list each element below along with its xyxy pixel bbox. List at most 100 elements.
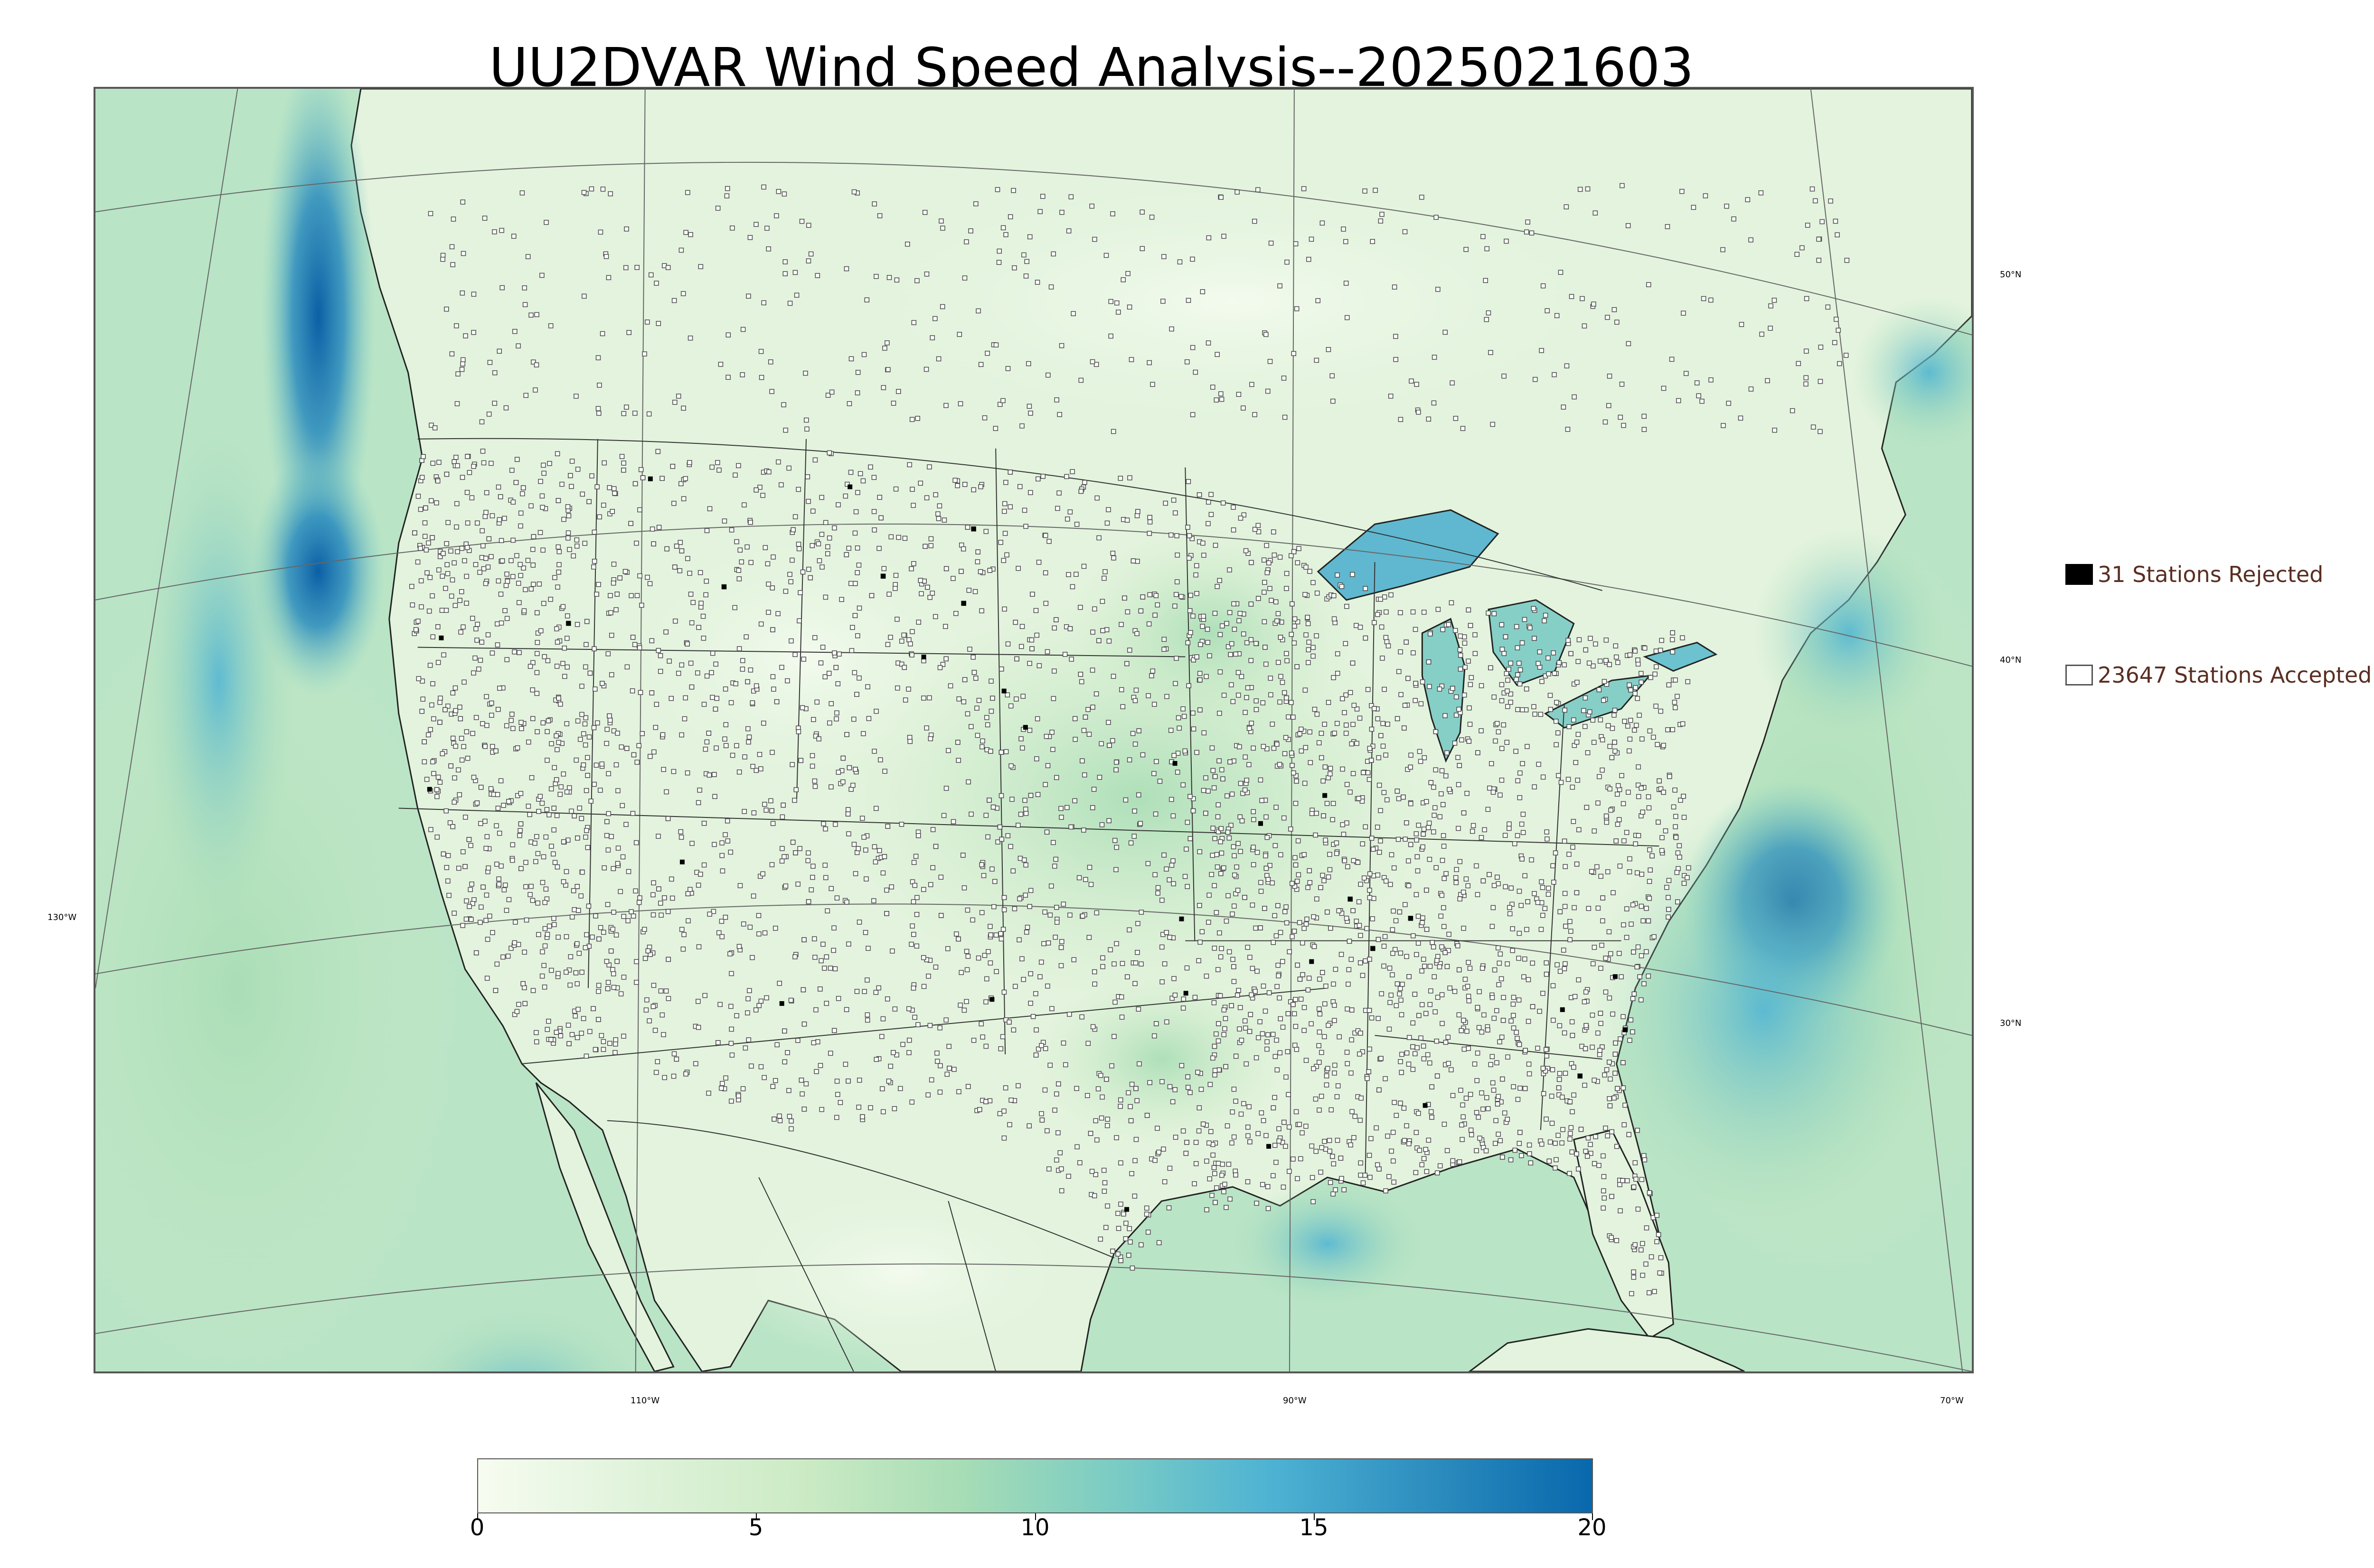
station-marker-accepted (1019, 423, 1025, 429)
station-marker-accepted (1206, 235, 1212, 241)
station-marker-accepted (1537, 649, 1543, 655)
station-marker-accepted (1182, 873, 1188, 879)
station-marker-accepted (680, 946, 686, 952)
station-marker-accepted (1351, 703, 1357, 708)
station-marker-accepted (1341, 1187, 1347, 1192)
station-marker-accepted (1209, 872, 1214, 877)
station-marker-accepted (484, 892, 490, 898)
station-marker-accepted (881, 385, 886, 390)
station-marker-accepted (1460, 1114, 1466, 1119)
station-marker-accepted (1446, 931, 1451, 937)
station-marker-accepted (871, 509, 877, 514)
station-marker-accepted (909, 941, 914, 947)
station-marker-accepted (1461, 1046, 1467, 1052)
station-marker-accepted (1080, 913, 1085, 919)
station-marker-accepted (986, 949, 991, 954)
station-marker-accepted (1345, 1006, 1350, 1012)
station-marker-accepted (723, 722, 729, 727)
station-marker-accepted (1091, 787, 1097, 792)
station-marker-accepted (685, 891, 691, 896)
station-marker-accepted (1152, 612, 1158, 618)
station-marker-accepted (1453, 880, 1459, 885)
station-marker-accepted (1047, 1062, 1053, 1068)
station-marker-accepted (991, 904, 997, 910)
station-marker-accepted (1430, 940, 1435, 945)
station-marker-accepted (1423, 1011, 1429, 1016)
station-marker-accepted (718, 362, 724, 367)
station-marker-accepted (1014, 656, 1019, 662)
station-marker-accepted (1521, 974, 1526, 979)
station-marker-accepted (716, 930, 722, 936)
station-marker-accepted (1441, 1121, 1447, 1127)
station-marker-accepted (629, 593, 634, 599)
station-marker-accepted (1376, 1166, 1382, 1172)
station-marker-accepted (1248, 658, 1254, 663)
station-marker-accepted (583, 835, 588, 840)
station-marker-accepted (1490, 905, 1496, 911)
station-marker-accepted (1544, 1117, 1549, 1122)
station-marker-accepted (928, 882, 933, 887)
station-marker-accepted (596, 936, 602, 942)
station-marker-accepted (648, 272, 654, 278)
station-marker-accepted (592, 559, 597, 564)
station-marker-accepted (1335, 573, 1340, 578)
station-marker-accepted (504, 657, 509, 662)
station-marker-accepted (1070, 469, 1075, 474)
lake-ontario (1643, 641, 1718, 672)
station-marker-accepted (1406, 858, 1411, 864)
station-marker-accepted (1549, 1093, 1554, 1099)
station-marker-accepted (472, 655, 478, 661)
station-marker-accepted (659, 1012, 665, 1018)
station-marker-accepted (1214, 1031, 1219, 1037)
station-marker-accepted (1527, 1151, 1532, 1156)
station-marker-accepted (999, 793, 1004, 798)
station-marker-accepted (838, 1100, 843, 1105)
station-marker-accepted (792, 514, 798, 519)
station-marker-accepted (551, 916, 556, 921)
station-marker-accepted (1454, 867, 1459, 872)
station-marker-accepted (695, 670, 700, 676)
station-marker-accepted (1218, 871, 1224, 876)
station-marker-accepted (1246, 726, 1252, 731)
station-marker-accepted (578, 893, 584, 899)
station-marker-accepted (638, 690, 643, 695)
station-marker-accepted (1289, 751, 1294, 756)
station-marker-accepted (557, 701, 563, 707)
station-marker-accepted (1703, 193, 1708, 198)
station-marker-accepted (1295, 962, 1300, 968)
station-marker-accepted (1068, 194, 1074, 199)
station-marker-accepted (1615, 783, 1621, 789)
station-marker-accepted (632, 411, 638, 416)
station-marker-accepted (1529, 857, 1534, 863)
station-marker-accepted (911, 860, 917, 865)
station-marker-accepted (596, 983, 602, 988)
station-marker-accepted (685, 770, 690, 776)
station-marker-accepted (689, 620, 695, 626)
station-marker-accepted (1516, 997, 1522, 1003)
station-marker-accepted (651, 541, 656, 546)
station-marker-accepted (1284, 651, 1289, 657)
station-marker-accepted (466, 837, 472, 842)
station-marker-accepted (1633, 841, 1638, 846)
station-marker-accepted (555, 747, 560, 752)
station-marker-accepted (1221, 234, 1226, 239)
station-marker-accepted (810, 864, 816, 869)
station-marker-accepted (1144, 1113, 1150, 1118)
station-marker-accepted (1639, 903, 1644, 909)
station-marker-accepted (1612, 740, 1617, 745)
station-marker-accepted (452, 603, 458, 608)
station-marker-accepted (1480, 878, 1486, 883)
station-marker-accepted (1488, 665, 1493, 671)
station-marker-accepted (1291, 1002, 1296, 1007)
station-marker-accepted (1182, 748, 1187, 754)
station-marker-accepted (1508, 700, 1513, 705)
station-marker-accepted (632, 481, 638, 487)
station-marker-accepted (918, 578, 923, 583)
station-marker-accepted (774, 213, 779, 218)
station-marker-accepted (685, 556, 690, 561)
station-marker-accepted (824, 1001, 829, 1006)
station-marker-accepted (878, 757, 883, 762)
station-marker-accepted (909, 566, 914, 572)
station-marker-accepted (1334, 1094, 1340, 1099)
station-marker-accepted (1194, 563, 1199, 568)
